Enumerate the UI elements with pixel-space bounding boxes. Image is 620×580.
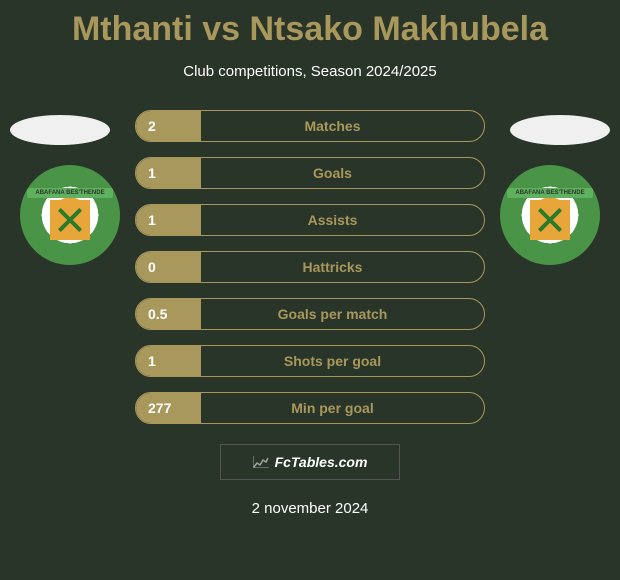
stat-row: 1Shots per goal (135, 345, 485, 377)
club-badge-right: ABAFANA BES'THENDE (500, 165, 600, 265)
stat-label: Matches (201, 118, 464, 134)
stat-value-left: 1 (136, 205, 201, 235)
stat-value-left: 1 (136, 346, 201, 376)
stat-label: Hattricks (201, 259, 464, 275)
badge-arrows-icon-right (530, 200, 570, 240)
badge-banner-left: ABAFANA BES'THENDE (27, 188, 112, 198)
badge-banner-right: ABAFANA BES'THENDE (507, 188, 592, 198)
watermark-box: FcTables.com (220, 444, 400, 480)
club-badge-left: ABAFANA BES'THENDE (20, 165, 120, 265)
watermark-text: FcTables.com (275, 454, 368, 470)
player-photo-right (510, 115, 610, 145)
stat-label: Goals per match (201, 306, 464, 322)
badge-arrows-icon-left (50, 200, 90, 240)
stat-value-left: 2 (136, 111, 201, 141)
stat-row: 1Goals (135, 157, 485, 189)
content-area: ABAFANA BES'THENDE ABAFANA BES'THENDE 2M… (0, 110, 620, 424)
player-photo-left (10, 115, 110, 145)
stat-value-left: 0.5 (136, 299, 201, 329)
page-title: Mthanti vs Ntsako Makhubela (0, 0, 620, 49)
stat-label: Goals (201, 165, 464, 181)
stat-label: Assists (201, 212, 464, 228)
stat-row: 277Min per goal (135, 392, 485, 424)
stat-row: 2Matches (135, 110, 485, 142)
page-subtitle: Club competitions, Season 2024/2025 (0, 63, 620, 80)
stat-value-left: 0 (136, 252, 201, 282)
stats-container: 2Matches1Goals1Assists0Hattricks0.5Goals… (135, 110, 485, 424)
stat-row: 0Hattricks (135, 251, 485, 283)
stat-row: 1Assists (135, 204, 485, 236)
stat-label: Min per goal (201, 400, 464, 416)
stat-value-left: 1 (136, 158, 201, 188)
stat-value-left: 277 (136, 393, 201, 423)
date-text: 2 november 2024 (0, 500, 620, 517)
stat-label: Shots per goal (201, 353, 464, 369)
chart-icon (253, 456, 269, 468)
stat-row: 0.5Goals per match (135, 298, 485, 330)
